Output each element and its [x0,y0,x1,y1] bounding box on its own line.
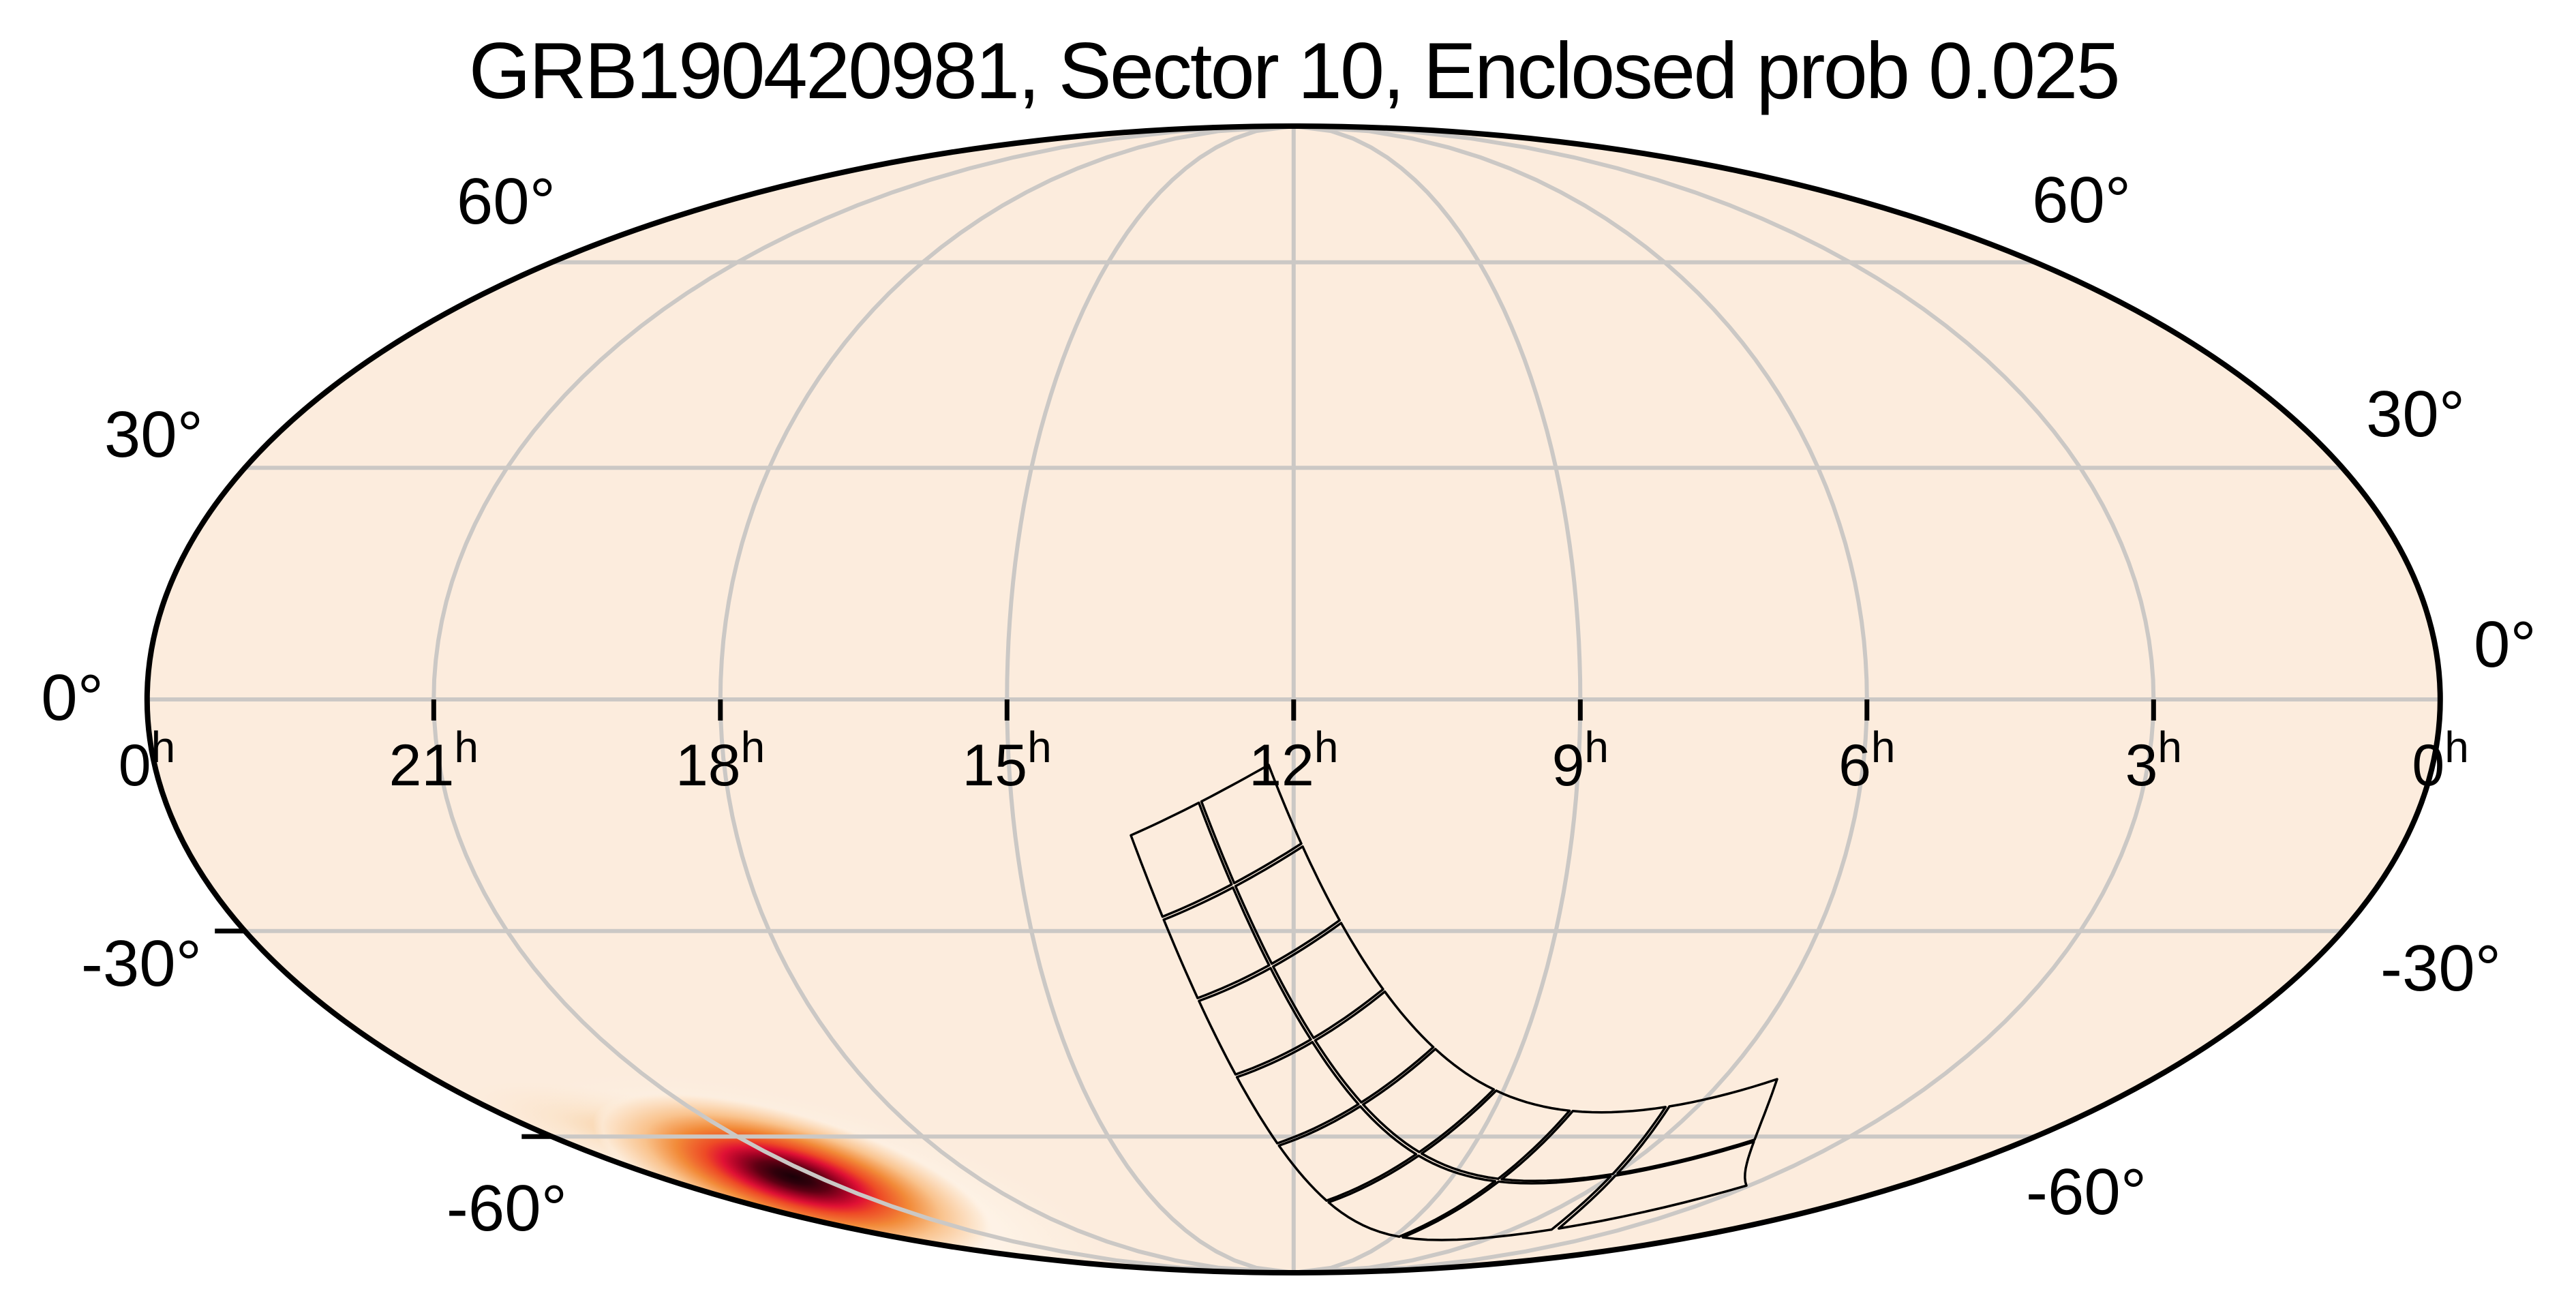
svg-text:-30°: -30° [81,927,202,1000]
svg-text:60°: 60° [2032,164,2131,237]
svg-text:30°: 30° [104,398,203,471]
svg-text:-60°: -60° [446,1172,567,1245]
svg-text:0°: 0° [41,661,104,734]
svg-text:30°: 30° [2366,378,2465,451]
svg-text:-60°: -60° [2026,1155,2147,1228]
svg-text:60°: 60° [457,165,556,238]
svg-text:3h: 3h [2125,723,2182,798]
svg-text:-30°: -30° [2380,932,2501,1005]
svg-text:0h: 0h [119,723,175,798]
svg-text:0°: 0° [2474,608,2536,681]
svg-text:GRB190420981, Sector 10, Enclo: GRB190420981, Sector 10, Enclosed prob 0… [469,26,2119,115]
